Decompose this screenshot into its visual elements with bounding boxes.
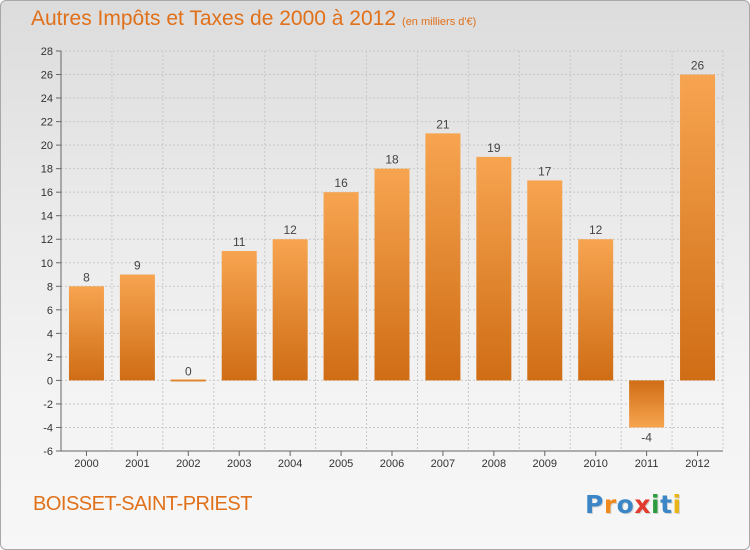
y-tick-label: 6: [47, 305, 53, 317]
bar-2012: [680, 74, 716, 381]
x-tick-label-2012: 2012: [685, 458, 709, 470]
value-label-2008: 19: [487, 141, 501, 155]
bar-2001: [119, 274, 155, 381]
y-tick-label: 8: [47, 281, 53, 293]
y-tick-label: -4: [43, 422, 53, 434]
x-tick-label-2007: 2007: [431, 458, 455, 470]
y-tick-label: 18: [41, 164, 53, 176]
y-tick-label: 0: [47, 375, 53, 387]
value-label-2001: 9: [134, 259, 141, 273]
x-tick-label-2010: 2010: [583, 458, 607, 470]
grid-layer: [60, 50, 724, 452]
x-tick-label-2004: 2004: [278, 458, 302, 470]
logo-letter: o: [616, 490, 635, 519]
bar-2007: [425, 133, 461, 381]
logo-letter: i: [672, 490, 682, 519]
y-tick-label: 4: [47, 328, 53, 340]
x-tick-label-2000: 2000: [74, 458, 98, 470]
y-tick-label: 22: [41, 117, 53, 129]
bar-2009: [527, 180, 563, 381]
y-tick-label: 2: [47, 352, 53, 364]
logo-letter: t: [660, 490, 673, 519]
x-tick-label-2011: 2011: [635, 458, 659, 470]
commune-name: BOISSET-SAINT-PRIEST: [33, 493, 252, 515]
bar-2004: [272, 239, 308, 381]
value-label-2005: 16: [334, 176, 348, 190]
y-tick-label: 26: [41, 70, 53, 82]
x-tick-label-2003: 2003: [227, 458, 251, 470]
bar-2000: [68, 286, 104, 381]
bar-2006: [374, 168, 410, 381]
value-label-2010: 12: [589, 223, 603, 237]
x-tick-label-2001: 2001: [125, 458, 149, 470]
y-tick-label: 20: [41, 140, 53, 152]
chart-title-text: Autres Impôts et Taxes de 2000 à 2012: [31, 7, 397, 30]
y-tick-label: 24: [41, 93, 53, 105]
logo-letter: x: [634, 490, 651, 519]
y-tick-label: 12: [41, 234, 53, 246]
value-label-2002: 0: [185, 364, 192, 378]
bar-2002: [170, 379, 206, 382]
logo-letter: r: [603, 490, 617, 519]
value-label-2012: 26: [691, 59, 705, 73]
bar-2011: [629, 380, 665, 428]
value-label-2000: 8: [83, 270, 90, 284]
y-tick-label: 28: [41, 46, 53, 58]
logo-letter: i: [651, 490, 661, 519]
y-tick-label: 16: [41, 187, 53, 199]
bar-2008: [476, 156, 512, 381]
bar-2010: [578, 239, 614, 381]
y-tick-label: 10: [41, 258, 53, 270]
logo-letter: P: [585, 490, 604, 519]
proxiti-logo[interactable]: Proxiti: [585, 490, 682, 519]
x-tick-label-2008: 2008: [482, 458, 506, 470]
value-label-2009: 17: [538, 164, 552, 178]
value-label-2004: 12: [283, 223, 297, 237]
chart-subtitle: (en milliers d'€): [402, 16, 477, 28]
y-tick-label: -6: [43, 446, 53, 458]
x-tick-label-2005: 2005: [329, 458, 353, 470]
value-label-2007: 21: [436, 117, 450, 131]
y-tick-label: -2: [43, 399, 53, 411]
bar-layer: [68, 74, 716, 428]
x-tick-label-2006: 2006: [380, 458, 404, 470]
value-label-2006: 18: [385, 153, 399, 167]
label-layer: 8 9 0 11 12 16 18 21 19 17 12 -4 26: [83, 59, 704, 445]
y-tick-label: 14: [41, 211, 53, 223]
value-label-2003: 11: [233, 235, 246, 249]
bar-2005: [323, 192, 359, 381]
x-tick-label-2002: 2002: [176, 458, 200, 470]
bar-2003: [221, 251, 257, 381]
chart-title: Autres Impôts et Taxes de 2000 à 2012 (en…: [31, 7, 476, 31]
value-label-2011: -4: [641, 430, 652, 444]
x-tick-label-2009: 2009: [533, 458, 557, 470]
